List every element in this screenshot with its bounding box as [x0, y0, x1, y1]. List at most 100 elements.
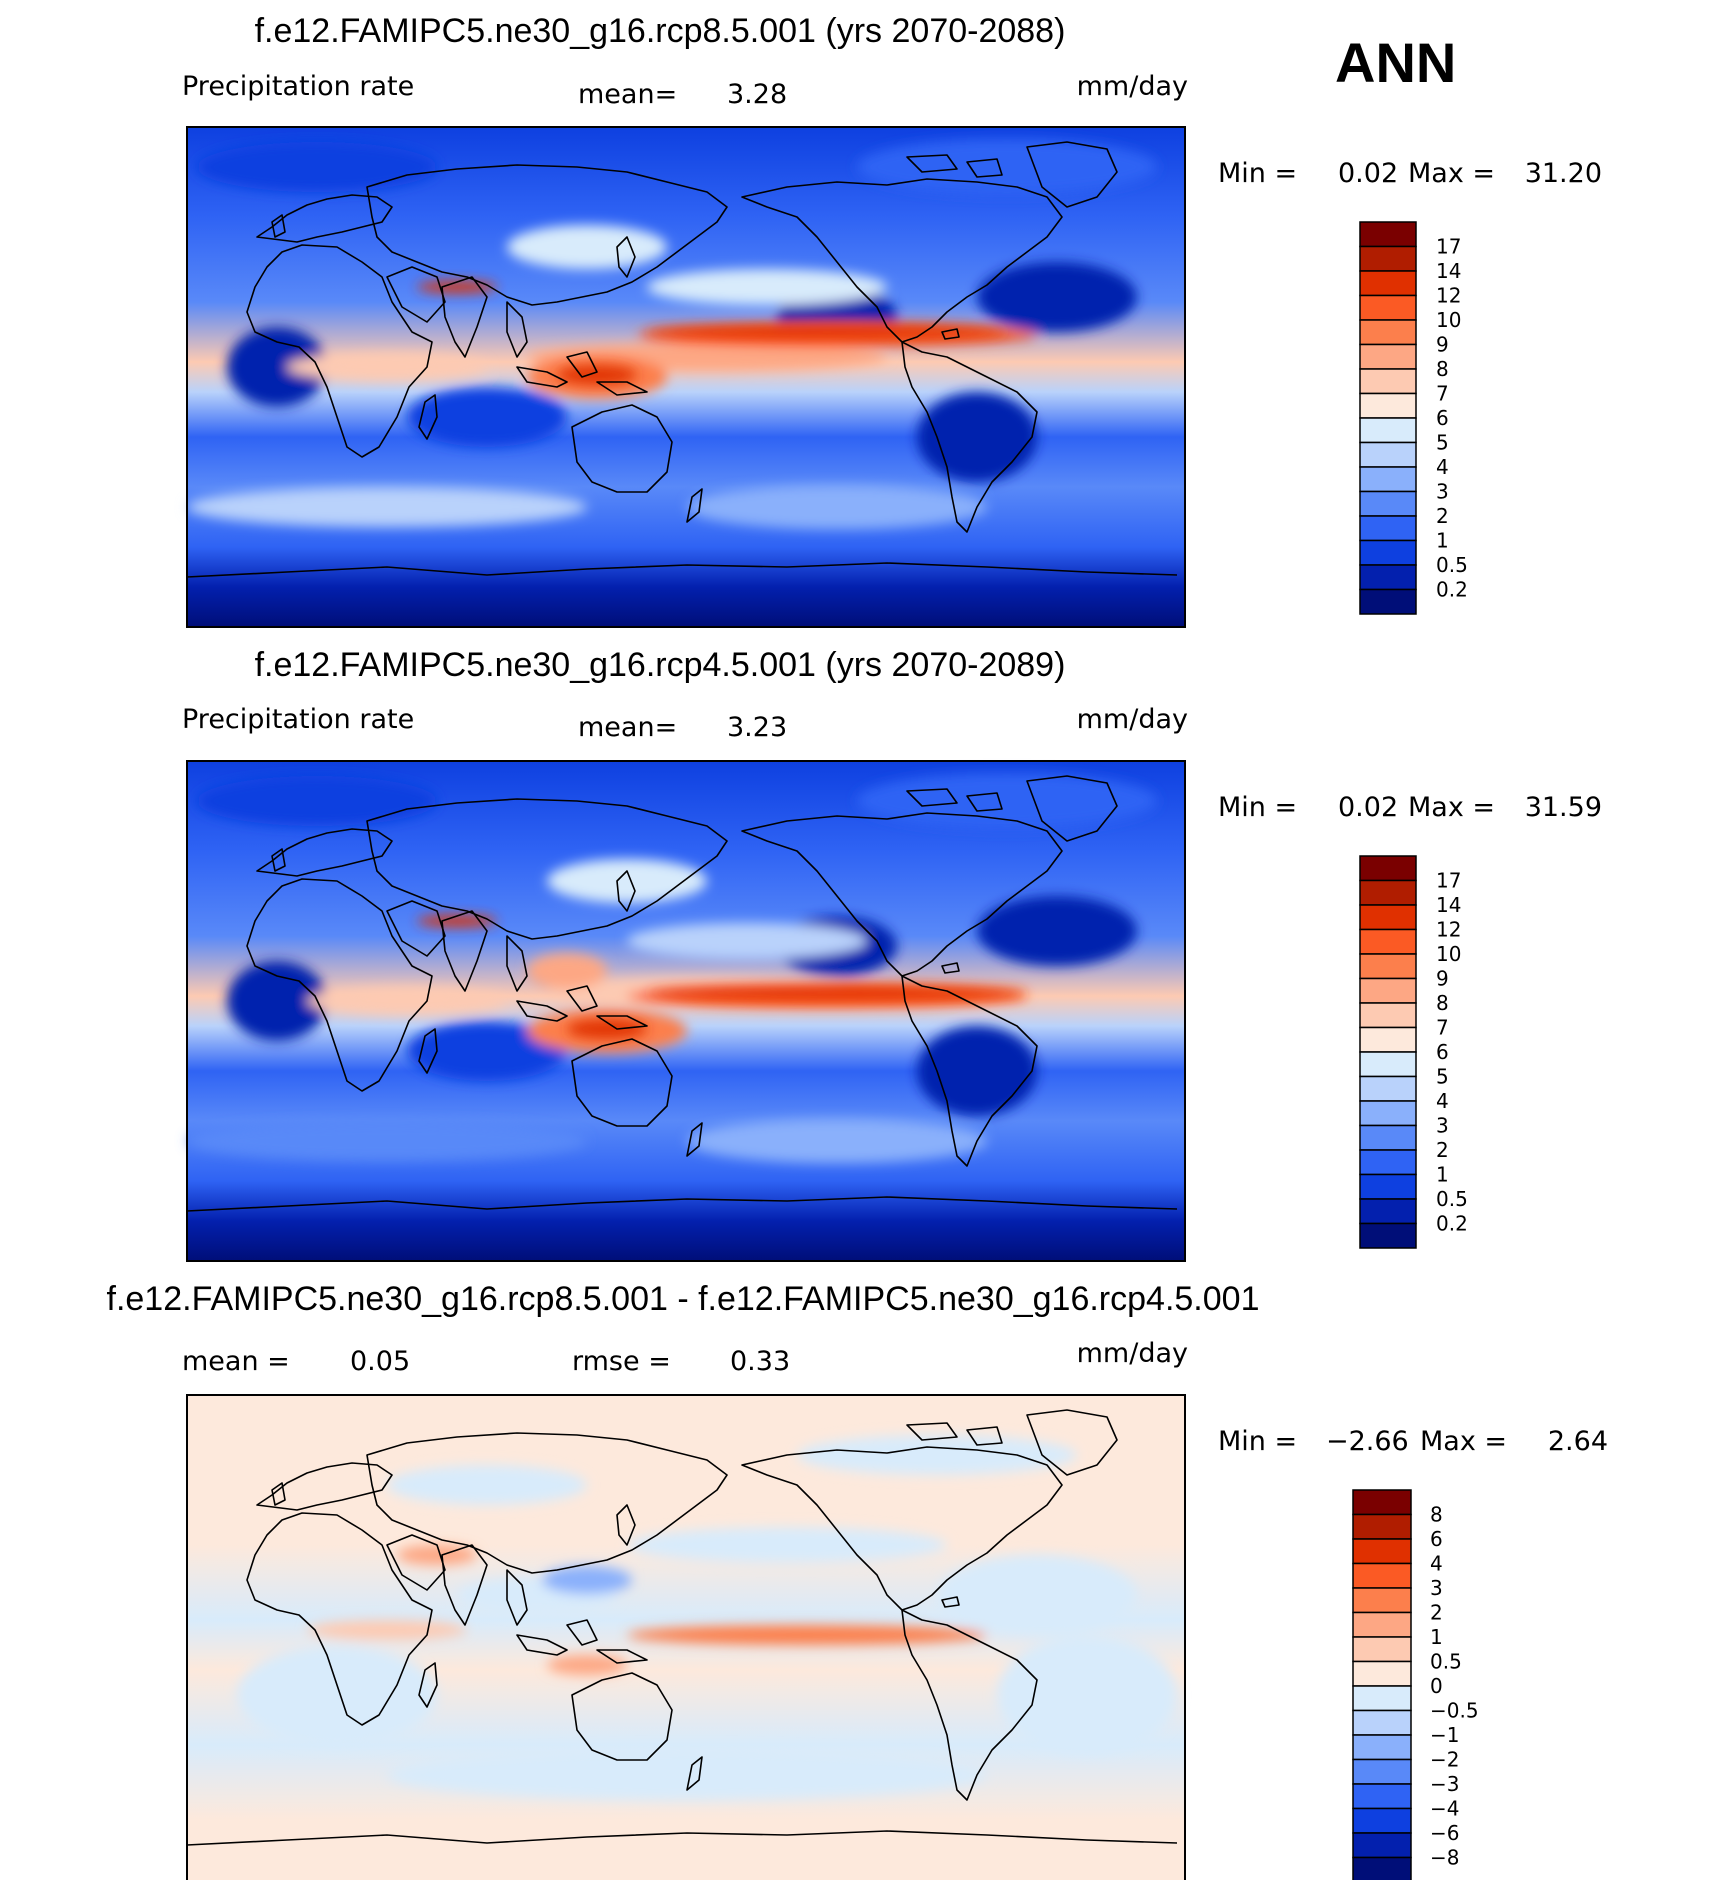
panel-3-colorbar-tick-label: 8 [1430, 1503, 1443, 1527]
panel-1-colorbar-swatch [1359, 588, 1417, 615]
panel-3-rmse-label: rmse = [572, 1346, 671, 1377]
panel-3-colorbar-tick-label: −6 [1430, 1821, 1459, 1845]
panel-2-colorbar-swatch [1359, 1149, 1417, 1176]
panel-1: f.e12.FAMIPC5.ne30_g16.rcp8.5.001 (yrs 2… [182, 12, 1602, 628]
panel-3-colorbar-tick-label: 6 [1430, 1527, 1443, 1551]
panel-2-colorbar-tick-label: 3 [1436, 1114, 1449, 1138]
panel-3-colorbar-swatch [1352, 1660, 1412, 1687]
panel-1-colorbar-swatch [1359, 319, 1417, 346]
panel-1-colorbar-tick-label: 2 [1436, 504, 1449, 528]
season-label: ANN [1335, 31, 1456, 94]
panel-3-colorbar-tick-label: 0.5 [1430, 1650, 1462, 1674]
panel-3-colorbar-tick-label: −3 [1430, 1772, 1459, 1796]
panel-1-colorbar-tick-label: 1 [1436, 529, 1449, 553]
panel-3-colorbar-swatch [1352, 1587, 1412, 1614]
panel-1-colorbar-tick-label: 17 [1436, 235, 1461, 259]
panel-2-colorbar-tick-label: 0.2 [1436, 1212, 1468, 1236]
panel-3-colorbar-swatch [1352, 1538, 1412, 1565]
panel-3-colorbar-tick-label: −4 [1430, 1797, 1459, 1821]
panel-2-colorbar-swatch [1359, 1198, 1417, 1225]
panel-2-max-value: 31.59 [1525, 792, 1602, 823]
panel-1-mean-label: mean= [578, 79, 677, 110]
panel-1-mean-value: 3.28 [727, 79, 787, 110]
panel-3-mean-label: mean = [182, 1346, 290, 1377]
panel-1-colorbar-swatch [1359, 417, 1417, 444]
panel-1-colorbar-swatch [1359, 221, 1417, 248]
panel-3-colorbar-swatch [1352, 1832, 1412, 1859]
panel-3-min-label: Min = [1218, 1426, 1297, 1457]
panel-3-mean-value: 0.05 [350, 1346, 410, 1377]
panel-2-colorbar-swatch [1359, 977, 1417, 1004]
panel-3-colorbar-swatch [1352, 1734, 1412, 1761]
panel-2-colorbar-swatch [1359, 953, 1417, 980]
panel-2-colorbar-tick-label: 0.5 [1436, 1187, 1468, 1211]
panel-3-colorbar-swatch [1352, 1489, 1412, 1516]
panel-1-min-value: 0.02 [1338, 158, 1398, 189]
panel-3: f.e12.FAMIPC5.ne30_g16.rcp8.5.001 - f.e1… [107, 1280, 1608, 1880]
panel-1-colorbar-tick-label: 7 [1436, 382, 1449, 406]
panel-3-colorbar-tick-label: 2 [1430, 1601, 1443, 1625]
panel-2-variable-label: Precipitation rate [182, 704, 414, 735]
panel-2-colorbar-swatch [1359, 1002, 1417, 1029]
panel-1-colorbar-swatch [1359, 294, 1417, 321]
panel-1-variable-label: Precipitation rate [182, 71, 414, 102]
panel-1-colorbar-tick-label: 0.2 [1436, 578, 1468, 602]
panel-1-min-label: Min = [1218, 158, 1297, 189]
panel-2-colorbar-tick-label: 10 [1436, 942, 1461, 966]
panel-2-max-label: Max = [1408, 792, 1495, 823]
panel-3-colorbar-tick-label: −1 [1430, 1723, 1459, 1747]
panel-2-colorbar-swatch [1359, 855, 1417, 882]
panel-1-colorbar-tick-label: 5 [1436, 431, 1449, 455]
panel-2-colorbar-swatch [1359, 1026, 1417, 1053]
panel-1-colorbar-swatch [1359, 368, 1417, 395]
panel-1-max-value: 31.20 [1525, 158, 1602, 189]
panel-2-colorbar-tick-label: 5 [1436, 1065, 1449, 1089]
panel-1-colorbar-swatch [1359, 245, 1417, 272]
panel-2-colorbar-tick-label: 4 [1436, 1089, 1449, 1113]
panel-3-rmse-value: 0.33 [730, 1346, 790, 1377]
panel-3-max-label: Max = [1420, 1426, 1507, 1457]
panel-1-map [186, 126, 1186, 628]
panel-1-colorbar-tick-label: 14 [1436, 259, 1461, 283]
panel-3-max-value: 2.64 [1548, 1426, 1608, 1457]
panel-2-min-value: 0.02 [1338, 792, 1398, 823]
panel-1-colorbar-tick-label: 10 [1436, 308, 1461, 332]
panel-3-colorbar-swatch [1352, 1709, 1412, 1736]
panel-2-min-label: Min = [1218, 792, 1297, 823]
panel-3-min-value: −2.66 [1326, 1426, 1409, 1457]
panel-3-colorbar-swatch [1352, 1758, 1412, 1785]
panel-2-colorbar-tick-label: 2 [1436, 1138, 1449, 1162]
panel-3-colorbar-swatch [1352, 1685, 1412, 1712]
panel-1-colorbar-tick-label: 8 [1436, 357, 1449, 381]
panel-2-colorbar-swatch [1359, 1124, 1417, 1151]
panel-2-colorbar-tick-label: 6 [1436, 1040, 1449, 1064]
panel-1-colorbar-tick-label: 0.5 [1436, 553, 1468, 577]
panel-2-colorbar-tick-label: 17 [1436, 869, 1461, 893]
panel-3-colorbar-tick-label: 4 [1430, 1552, 1443, 1576]
panel-2-units: mm/day [1077, 704, 1188, 735]
panel-3-colorbar-swatch [1352, 1562, 1412, 1589]
panel-2-colorbar-tick-label: 14 [1436, 893, 1461, 917]
panel-1-colorbar-swatch [1359, 564, 1417, 591]
panel-3-colorbar-tick-label: 3 [1430, 1576, 1443, 1600]
panel-2-colorbar-tick-label: 8 [1436, 991, 1449, 1015]
panel-1-colorbar-swatch [1359, 392, 1417, 419]
panel-3-colorbar-swatch [1352, 1783, 1412, 1810]
panel-2: f.e12.FAMIPC5.ne30_g16.rcp4.5.001 (yrs 2… [182, 646, 1602, 1262]
panel-1-units: mm/day [1077, 71, 1188, 102]
panel-2-colorbar-tick-label: 1 [1436, 1163, 1449, 1187]
panel-2-colorbar-swatch [1359, 928, 1417, 955]
panel-3-colorbar-swatch [1352, 1513, 1412, 1540]
panel-2-colorbar-tick-label: 7 [1436, 1016, 1449, 1040]
panel-2-colorbar-swatch [1359, 1075, 1417, 1102]
panel-1-colorbar-swatch [1359, 539, 1417, 566]
panel-3-colorbar-swatch [1352, 1856, 1412, 1880]
panel-3-colorbar-tick-label: −0.5 [1430, 1699, 1479, 1723]
panel-2-colorbar-tick-label: 9 [1436, 967, 1449, 991]
panel-1-colorbar-swatch [1359, 441, 1417, 468]
panel-3-colorbar-tick-label: 0 [1430, 1674, 1443, 1698]
panel-1-max-label: Max = [1408, 158, 1495, 189]
